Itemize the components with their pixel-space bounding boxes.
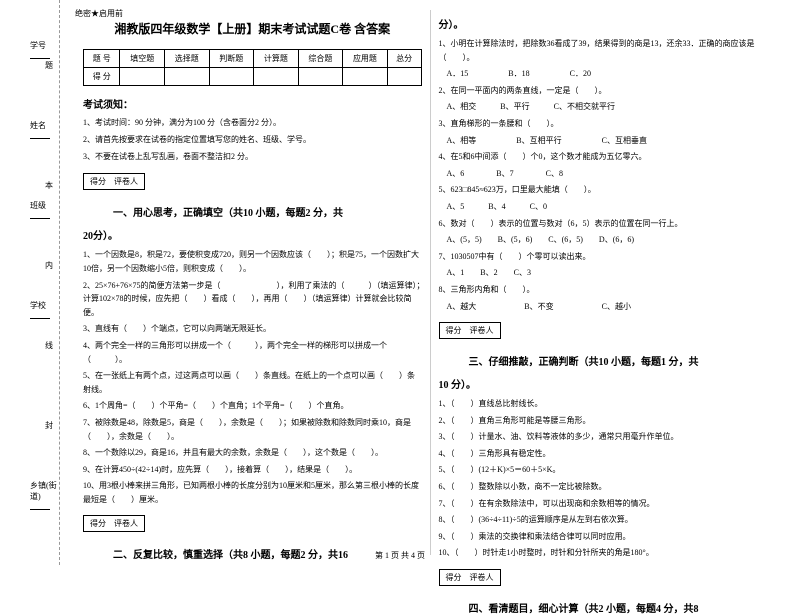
q1-3: 3、直线有（ ）个端点，它可以向两端无限延长。 [83,322,422,336]
q3-1: 1、（ ）直线总比射线长。 [439,397,778,411]
th-judge: 判断题 [209,50,254,68]
field-name: 姓名 [30,120,50,141]
table-row: 题 号 填空题 选择题 判断题 计算题 综合题 应用题 总分 [84,50,422,68]
q1-4: 4、两个完全一样的三角形可以拼成一个（ ），两个完全一样的梯形可以拼成一个（ ）… [83,339,422,366]
q2-8-opts: A、越大 B、不变 C、越小 [447,300,778,314]
q3-5: 5、（ ）(12＋K)×5＝60＋5×K。 [439,463,778,477]
confidential-label: 绝密★启用前 [75,8,123,19]
td-blank [387,68,421,86]
q2-1: 1、小明在计算除法时，把除数36看成了39，结果得到的商是13，还余33．正确的… [439,37,778,64]
q3-9: 9、（ ）乘法的交换律和乘法结合律可以同时应用。 [439,530,778,544]
exam-title: 湘教版四年级数学【上册】期末考试试题C卷 含答案 [83,20,422,37]
q2-4: 4、在5和6中间添（ ）个0，这个数才能成为五亿零六。 [439,150,778,164]
q2-3-opts: A、相等 B、互相平行 C、互相垂直 [447,134,778,148]
section-1-title-cont: 20分）。 [83,227,422,242]
field-school: 学校 [30,300,50,321]
q2-5-opts: A、5 B、4 C、0 [447,200,778,214]
q2-3: 3、直角梯形的一条腰和（ ）。 [439,117,778,131]
q3-2: 2、（ ）直角三角形可能是等腰三角形。 [439,414,778,428]
notice-item: 1、考试时间：90 分钟，满分为100 分（含卷面分2 分）。 [83,117,422,130]
td-blank [298,68,343,86]
th-comp: 综合题 [298,50,343,68]
q2-1-opts: A．15 B．18 C．20 [447,67,778,81]
td-blank [254,68,299,86]
section-3-title-cont: 10 分）。 [439,376,778,391]
th-app: 应用题 [343,50,388,68]
section-4-title: 四、看清题目，细心计算（共2 小题，每题4 分，共8 [439,600,778,615]
q1-8: 8、一个数除以29，商是16，并且有最大的余数，余数是（ ），这个数是（ ）。 [83,446,422,460]
vlabel-3: 内 [45,260,53,271]
th-calc: 计算题 [254,50,299,68]
q3-6: 6、（ ）整数除以小数，商不一定比被除数。 [439,480,778,494]
q2-5: 5、623□845≈623万，口里最大能填（ ）。 [439,183,778,197]
page-container: 学号 姓名 班级 学校 乡镇(街道) 题 本 内 线 封 湘教版四年级数学【上册… [0,0,800,565]
th-choice: 选择题 [164,50,209,68]
q2-7: 7、1030507中有（ ）个零可以读出来。 [439,250,778,264]
q3-3: 3、（ ）计量水、油、饮料等液体的多少，通常只用毫升作单位。 [439,430,778,444]
td-blank [209,68,254,86]
q1-2: 2、25×76+76×75的简便方法第一步是（ ），利用了乘法的（ ）（填运算律… [83,279,422,320]
th-num: 题 号 [84,50,120,68]
q1-9: 9、在计算450÷(42÷14)时，应先算（ ），接着算（ ），结果是（ ）。 [83,463,422,477]
td-score-label: 得 分 [84,68,120,86]
q2-7-opts: A、1 B、2 C、3 [447,266,778,280]
score-box: 得分 评卷人 [83,515,145,532]
q3-8: 8、（ ）(36÷4÷11)÷5的运算顺序是从左到右依次算。 [439,513,778,527]
q1-7: 7、被除数是48，除数是5，商是（ ），余数是（ ）；如果被除数和除数同时乘10… [83,416,422,443]
binding-margin: 学号 姓名 班级 学校 乡镇(街道) 题 本 内 线 封 [0,0,60,565]
section-3-title: 三、仔细推敲，正确判断（共10 小题，每题1 分，共 [439,353,778,368]
q2-2: 2、在同一平面内的两条直线，一定是（ ）。 [439,84,778,98]
q2-2-opts: A、相交 B、平行 C、不相交就平行 [447,100,778,114]
td-blank [120,68,165,86]
page-footer: 第 1 页 共 4 页 [0,550,800,561]
notice-title: 考试须知： [83,96,422,111]
q1-10: 10、用3根小棒来拼三角形，已知两根小棒的长度分别为10厘米和5厘米，那么第三根… [83,479,422,506]
q3-4: 4、（ ）三角形具有稳定性。 [439,447,778,461]
vlabel-5: 封 [45,420,53,431]
score-box: 得分 评卷人 [83,173,145,190]
q1-1: 1、一个因数是8，积是72，要使积变成720，则另一个因数应该（ ）；积是75，… [83,248,422,275]
field-township: 乡镇(街道) [30,480,59,512]
q2-4-opts: A、6 B、7 C、8 [447,167,778,181]
th-total: 总分 [387,50,421,68]
field-class: 班级 [30,200,50,221]
q2-6: 6、数对（ ）表示的位置与数对（6，5）表示的位置在同一行上。 [439,217,778,231]
score-table: 题 号 填空题 选择题 判断题 计算题 综合题 应用题 总分 得 分 [83,49,422,86]
field-student-id: 学号 [30,40,50,61]
left-column: 湘教版四年级数学【上册】期末考试试题C卷 含答案 题 号 填空题 选择题 判断题… [75,10,431,555]
score-box: 得分 评卷人 [439,322,501,339]
q1-6: 6、1个周角=（ ）个平角=（ ）个直角；1个平角=（ ）个直角。 [83,399,422,413]
notice-item: 2、请首先按要求在试卷的指定位置填写您的姓名、班级、学号。 [83,134,422,147]
right-column: 分）。 1、小明在计算除法时，把除数36看成了39，结果得到的商是13，还余33… [431,10,786,555]
score-box: 得分 评卷人 [439,569,501,586]
td-blank [164,68,209,86]
vlabel-1: 题 [45,60,53,71]
q3-7: 7、（ ）在有余数除法中，可以出现商和余数相等的情况。 [439,497,778,511]
section-2-title-cont: 分）。 [439,16,778,31]
th-fill: 填空题 [120,50,165,68]
td-blank [343,68,388,86]
q2-8: 8、三角形内角和（ ）。 [439,283,778,297]
notice-item: 3、不要在试卷上乱写乱画，卷面不整洁扣2 分。 [83,151,422,164]
table-row: 得 分 [84,68,422,86]
content-area: 湘教版四年级数学【上册】期末考试试题C卷 含答案 题 号 填空题 选择题 判断题… [60,0,800,565]
section-1-title: 一、用心思考，正确填空（共10 小题，每题2 分，共 [83,204,422,219]
vlabel-4: 线 [45,340,53,351]
vlabel-2: 本 [45,180,53,191]
q2-6-opts: A、(5，5) B、(5，6) C、(6，5) D、(6，6) [447,233,778,247]
q1-5: 5、在一张纸上有两个点，过这两点可以画（ ）条直线。在纸上的一个点可以画（ ）条… [83,369,422,396]
